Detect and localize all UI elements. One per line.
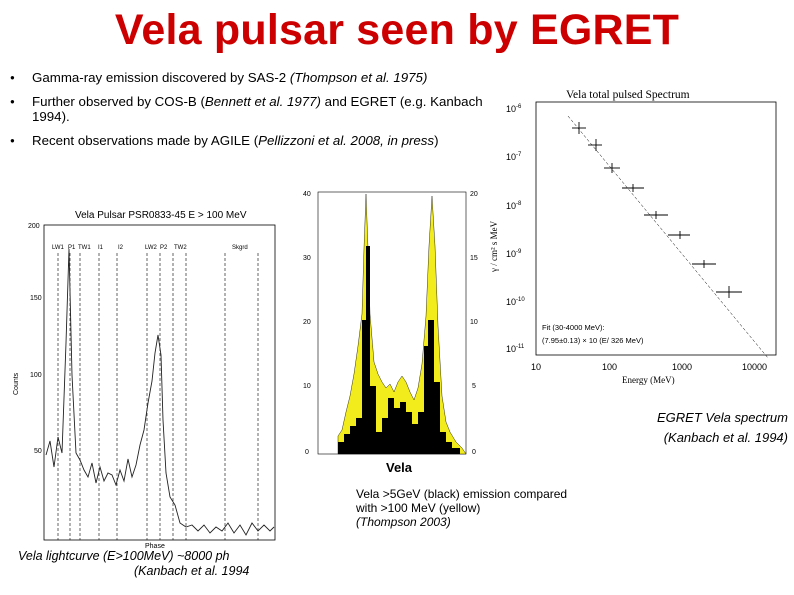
comparison-caption-text: Vela >5GeV (black) emission compared wit… <box>356 487 568 515</box>
slide-title: Vela pulsar seen by EGRET <box>114 6 680 54</box>
comparison-label: Vela <box>386 460 413 475</box>
black-histogram <box>338 246 460 454</box>
y-ticks: 200 150 100 50 <box>28 223 42 455</box>
svg-text:LW1: LW1 <box>52 245 65 251</box>
spectrum-ylabel: γ / cm² s MeV <box>489 220 499 273</box>
lightcurve-caption: Vela lightcurve (E>100MeV) ~8000 ph (Kan… <box>18 549 278 579</box>
lightcurve-caption-line-2: (Kanbach et al. 1994 <box>134 564 250 578</box>
svg-text:TW2: TW2 <box>174 245 187 251</box>
right-ticks: 20 15 10 5 0 <box>470 191 478 456</box>
lightcurve-caption-line-1: Vela lightcurve (E>100MeV) ~8000 ph <box>18 549 230 563</box>
spectrum-title: Vela total pulsed Spectrum <box>566 89 690 101</box>
bullet-item: Further observed by COS-B (Bennett et al… <box>10 94 530 124</box>
spectrum-figure: Vela total pulsed Spectrum 10-6 10-7 10-… <box>484 72 788 402</box>
bullet-list: Gamma-ray emission discovered by SAS-2 (… <box>10 70 530 157</box>
svg-text:I2: I2 <box>118 245 124 251</box>
svg-text:Skgrd: Skgrd <box>232 245 248 251</box>
svg-text:40: 40 <box>303 191 311 198</box>
svg-text:I1: I1 <box>98 245 104 251</box>
svg-text:10000: 10000 <box>742 362 767 372</box>
comparison-figure: 40 30 20 10 0 20 15 10 5 0 Vela <box>298 186 498 476</box>
lightcurve-figure: Vela Pulsar PSR0833-45 E > 100 MeV LW1 P… <box>0 205 300 550</box>
phase-labels: LW1 P1 TW1 I1 I2 LW2 P2 TW2 Skgrd <box>52 245 248 251</box>
svg-text:100: 100 <box>30 372 42 379</box>
spectrum-yticks: 10-6 10-7 10-8 10-9 10-10 10-11 <box>506 104 525 354</box>
svg-text:30: 30 <box>303 255 311 262</box>
spectrum-xlabel: Energy (MeV) <box>622 375 675 385</box>
svg-text:10-6: 10-6 <box>506 104 522 114</box>
svg-text:P2: P2 <box>160 245 168 251</box>
svg-text:TW1: TW1 <box>78 245 91 251</box>
spectrum-frame <box>535 101 777 356</box>
svg-text:10-10: 10-10 <box>506 297 525 307</box>
svg-text:10-9: 10-9 <box>506 249 522 259</box>
svg-text:(7.95±0.13) × 10 (E/ 326 Me: (7.95±0.13) × 10 (E/ 326 MeV) <box>542 336 644 345</box>
svg-text:100: 100 <box>602 362 617 372</box>
svg-text:150: 150 <box>30 295 42 302</box>
spectrum-points <box>572 122 742 298</box>
spectrum-fit-line <box>567 115 769 359</box>
svg-text:Fit (30-4000 MeV):: Fit (30-4000 MeV): <box>542 323 605 332</box>
svg-text:10: 10 <box>470 319 478 326</box>
svg-text:5: 5 <box>472 383 476 390</box>
svg-text:0: 0 <box>472 449 476 456</box>
lightcurve-ylabel: Counts <box>13 372 20 395</box>
svg-text:10-8: 10-8 <box>506 201 522 211</box>
svg-text:200: 200 <box>28 223 40 230</box>
spectrum-caption: EGRET Vela spectrum (Kanbach et al. 1994… <box>600 408 788 448</box>
svg-text:50: 50 <box>34 448 42 455</box>
lightcurve-xlabel: Phase <box>145 543 165 550</box>
comparison-caption: Vela >5GeV (black) emission compared wit… <box>356 487 586 529</box>
spectrum-xticks: 10 100 1000 10000 <box>531 362 767 372</box>
left-ticks: 40 30 20 10 0 <box>303 191 311 456</box>
svg-text:1000: 1000 <box>672 362 692 372</box>
svg-text:10-7: 10-7 <box>506 152 522 162</box>
svg-text:20: 20 <box>303 319 311 326</box>
svg-text:P1: P1 <box>68 245 76 251</box>
svg-text:LW2: LW2 <box>145 245 158 251</box>
lightcurve-title: Vela Pulsar PSR0833-45 E > 100 MeV <box>75 210 247 221</box>
svg-text:10: 10 <box>303 383 311 390</box>
bullet-item: Recent observations made by AGILE (Pelli… <box>10 133 530 148</box>
bullet-item: Gamma-ray emission discovered by SAS-2 (… <box>10 70 530 85</box>
svg-text:20: 20 <box>470 191 478 198</box>
spectrum-caption-line-1: EGRET Vela spectrum <box>656 410 788 425</box>
lightcurve-frame <box>43 224 276 541</box>
lightcurve-trace <box>45 248 275 536</box>
svg-text:15: 15 <box>470 255 478 262</box>
comparison-caption-ital: (Thompson 2003) <box>356 515 451 529</box>
spectrum-caption-line-2: (Kanbach et al. 1994) <box>663 430 788 445</box>
svg-text:10: 10 <box>531 362 541 372</box>
svg-text:10-11: 10-11 <box>506 344 525 354</box>
spectrum-fit-text: Fit (30-4000 MeV): (7.95±0.13) × 10 (E/ … <box>542 323 644 345</box>
svg-text:0: 0 <box>305 449 309 456</box>
